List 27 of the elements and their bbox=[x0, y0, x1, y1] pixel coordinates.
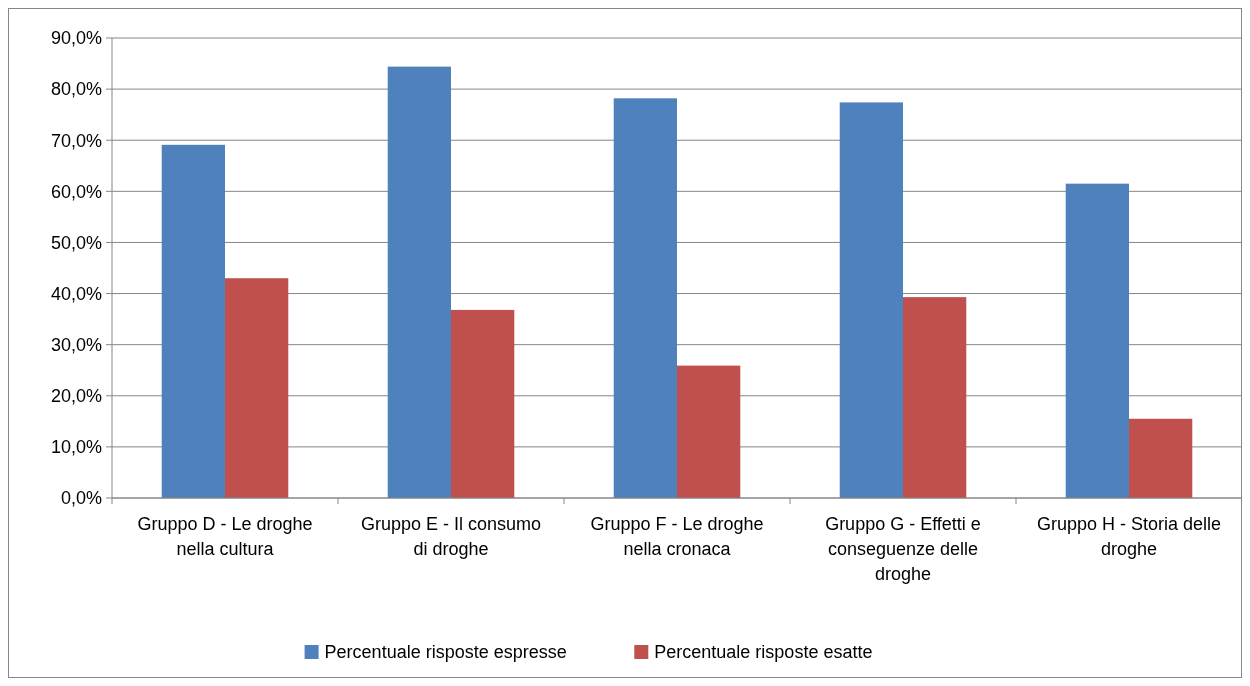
y-tick-label: 70,0% bbox=[50, 130, 102, 151]
bar bbox=[1065, 183, 1129, 498]
y-tick-label: 50,0% bbox=[50, 232, 102, 253]
legend-label: Percentuale risposte esatte bbox=[654, 642, 873, 663]
y-tick-label: 40,0% bbox=[50, 283, 102, 304]
x-tick-label: Gruppo F - Le droghe nella cronaca bbox=[590, 514, 764, 559]
y-tick-label: 30,0% bbox=[50, 334, 102, 355]
bar bbox=[903, 297, 967, 498]
bar bbox=[225, 278, 289, 498]
bar bbox=[451, 309, 515, 498]
bar bbox=[839, 102, 903, 498]
y-tick-label: 60,0% bbox=[50, 181, 102, 202]
x-tick-label: Gruppo D - Le droghe nella cultura bbox=[137, 514, 313, 559]
x-tick-label: Gruppo H - Storia delle droghe bbox=[1036, 514, 1222, 559]
x-tick-label: Gruppo G - Effetti e conseguenze delle droghe bbox=[825, 514, 981, 584]
bar bbox=[613, 98, 677, 498]
y-tick-label: 10,0% bbox=[50, 437, 102, 458]
x-tick-label: Gruppo E - Il consumo di droghe bbox=[360, 514, 542, 559]
y-tick-label: 0,0% bbox=[60, 488, 102, 509]
bar bbox=[677, 365, 741, 498]
bar bbox=[387, 66, 451, 498]
y-tick-label: 20,0% bbox=[50, 386, 102, 407]
y-tick-label: 90,0% bbox=[50, 28, 102, 49]
bar bbox=[161, 144, 225, 498]
y-tick-label: 80,0% bbox=[50, 79, 102, 100]
bar bbox=[1129, 418, 1193, 498]
legend-label: Percentuale risposte espresse bbox=[324, 642, 567, 663]
